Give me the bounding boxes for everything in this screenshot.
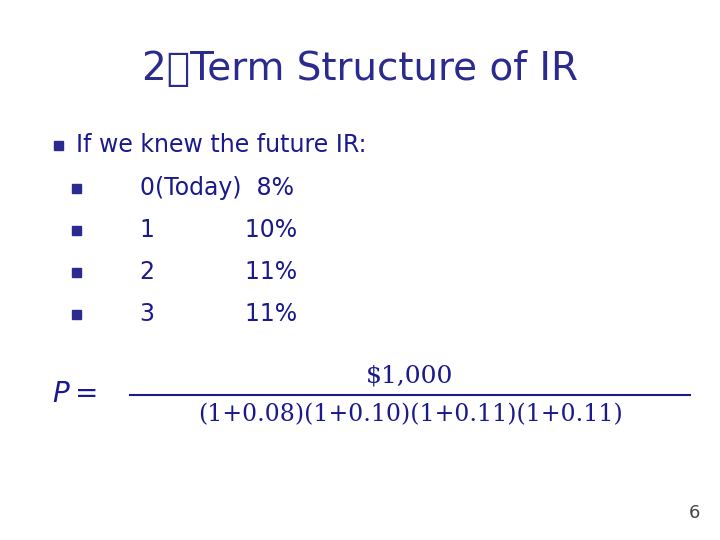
- Text: If we knew the future IR:: If we knew the future IR:: [76, 133, 366, 157]
- FancyBboxPatch shape: [53, 140, 63, 150]
- Text: $\mathit{P}=$: $\mathit{P}=$: [52, 381, 96, 408]
- Text: 3            11%: 3 11%: [140, 302, 297, 326]
- Text: $1,000: $1,000: [366, 364, 454, 387]
- Text: 2、Term Structure of IR: 2、Term Structure of IR: [142, 50, 578, 88]
- FancyBboxPatch shape: [71, 309, 81, 319]
- FancyBboxPatch shape: [71, 267, 81, 276]
- Text: 2            11%: 2 11%: [140, 260, 297, 284]
- Text: 0(Today)  8%: 0(Today) 8%: [140, 176, 294, 200]
- Text: (1+0.08)(1+0.10)(1+0.11)(1+0.11): (1+0.08)(1+0.10)(1+0.11)(1+0.11): [197, 403, 622, 426]
- Text: 6: 6: [688, 504, 700, 522]
- Text: 1            10%: 1 10%: [140, 218, 297, 242]
- FancyBboxPatch shape: [71, 184, 81, 192]
- FancyBboxPatch shape: [71, 226, 81, 234]
